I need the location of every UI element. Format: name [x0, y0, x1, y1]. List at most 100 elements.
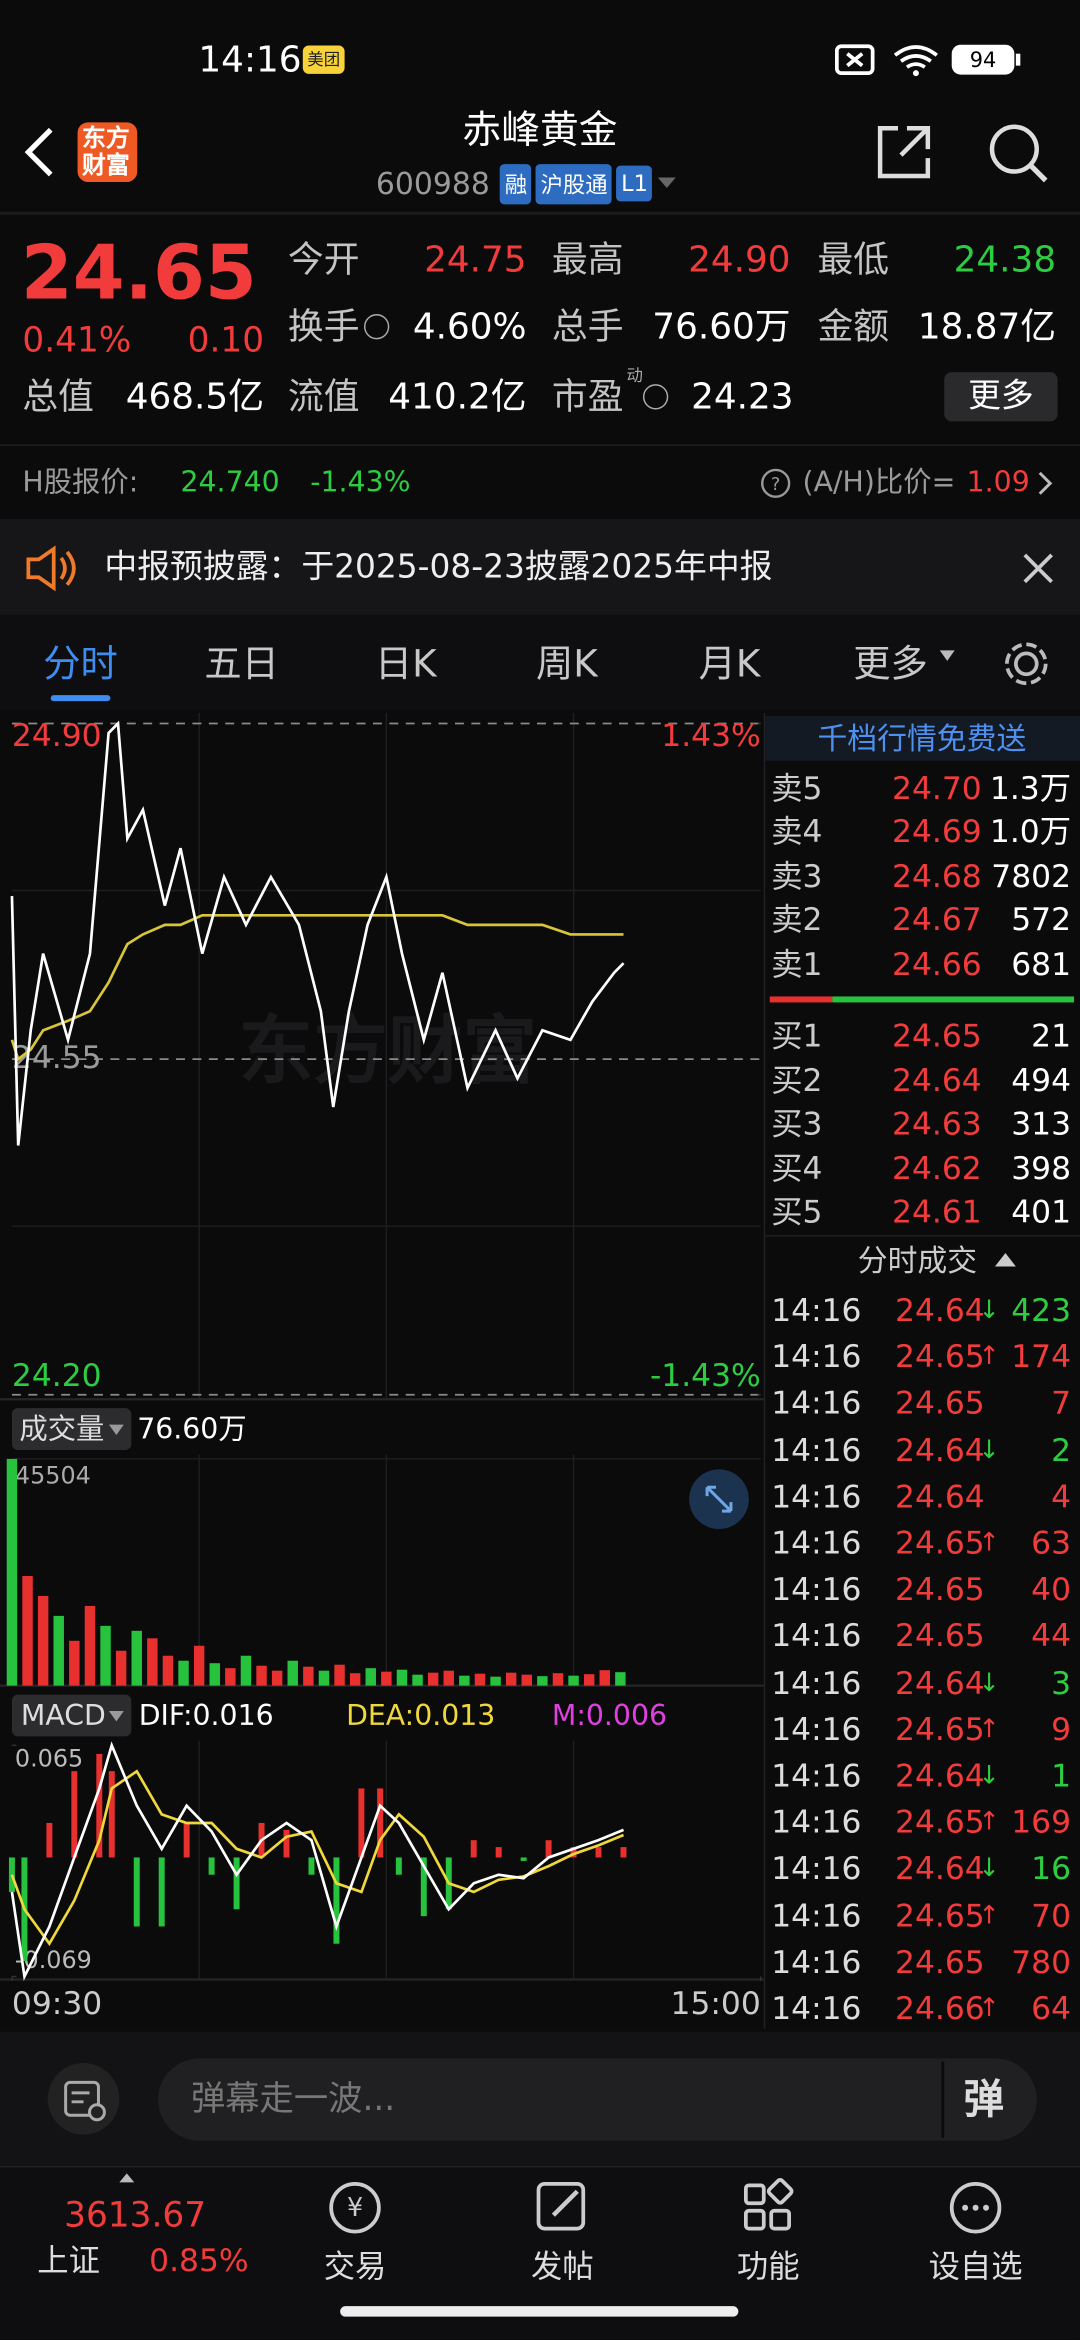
speaker-icon — [26, 545, 76, 592]
x-tick-label: 15:00 — [671, 1986, 761, 2022]
order-header[interactable]: 千档行情免费送 — [817, 720, 1027, 757]
share-button[interactable] — [874, 122, 934, 182]
help-icon[interactable]: ? — [759, 467, 795, 500]
order-price: 24.66 — [892, 946, 982, 983]
field-label: 换手 — [287, 305, 360, 348]
macd-bar — [570, 1847, 577, 1858]
order-price: 24.65 — [892, 1018, 982, 1054]
trade-price: 24.65 — [895, 1711, 985, 1748]
macd-bar — [96, 1753, 103, 1858]
nav-label[interactable]: 发帖 — [531, 2248, 594, 2285]
search-button[interactable] — [985, 119, 1054, 185]
macd-bar — [358, 1788, 365, 1858]
last-price: 24.65 — [20, 229, 257, 317]
trade-arrow: ↑ — [978, 1714, 1000, 1745]
tab-bar — [0, 614, 1080, 711]
comment-input[interactable] — [158, 2058, 1037, 2141]
macd-bar — [133, 1857, 140, 1927]
macd-bar — [595, 1847, 602, 1858]
comment-placeholder: 弹幕走一波... — [190, 2080, 396, 2119]
tab[interactable]: 分时 — [43, 642, 118, 686]
trade-icon — [329, 2181, 381, 2234]
trade-time: 14:16 — [771, 1385, 862, 1422]
volume-bar — [100, 1625, 111, 1686]
y-tick-label: 24.90 — [12, 718, 102, 754]
order-price: 24.67 — [892, 901, 982, 938]
tab[interactable]: 更多 — [853, 642, 928, 686]
more-button[interactable]: 更多 — [944, 372, 1058, 422]
h-share-change: -1.43% — [310, 466, 411, 499]
tab[interactable]: 月K — [698, 642, 761, 686]
settings-button[interactable] — [999, 637, 1053, 691]
order-label: 卖1 — [771, 946, 823, 983]
trade-arrow: ↓ — [978, 1435, 1000, 1465]
macd-bar — [470, 1840, 477, 1858]
back-button[interactable] — [18, 125, 63, 179]
volume-bar — [162, 1655, 174, 1686]
field-value: 24.75 — [424, 238, 527, 281]
ratio-bar-buy — [832, 996, 1075, 1003]
order-panel — [763, 713, 1080, 2029]
y-tick-label: 24.20 — [12, 1358, 102, 1394]
volume-total: 76.60万 — [137, 1413, 246, 1446]
trade-volume: 40 — [1031, 1571, 1072, 1608]
tab[interactable]: 五日 — [204, 642, 279, 686]
index-value[interactable]: 3613.67 — [64, 2196, 207, 2236]
field-value: 4.60% — [412, 305, 527, 348]
trades-header[interactable]: 分时成交 — [857, 1242, 978, 1279]
nav-label[interactable]: 交易 — [323, 2248, 387, 2285]
trade-volume: 64 — [1031, 1990, 1072, 2027]
y-tick-label: 45504 — [15, 1461, 91, 1489]
notice-text: 中报预披露：于2025-08-23披露2025年中报 — [104, 548, 773, 587]
ah-value: 1.09 — [966, 466, 1030, 499]
notice-close[interactable] — [1020, 550, 1056, 586]
wifi-icon — [893, 45, 938, 69]
order-label: 买2 — [771, 1062, 823, 1099]
nav-label[interactable]: 设自选 — [928, 2248, 1023, 2285]
trade-time: 14:16 — [771, 1292, 862, 1329]
trade-volume: 63 — [1031, 1525, 1072, 1562]
divider — [765, 1235, 1080, 1237]
trade-time: 14:16 — [771, 1571, 862, 1608]
trade-arrow: ↓ — [978, 1295, 1000, 1326]
nav-label[interactable]: 功能 — [736, 2248, 800, 2285]
trade-price: 24.64 — [895, 1292, 985, 1329]
trade-arrow: ↓ — [978, 1760, 1000, 1791]
trade-time: 14:16 — [771, 1851, 862, 1887]
func-icon — [743, 2183, 766, 2206]
trade-price: 24.64 — [895, 1664, 985, 1701]
trade-icon-glyph: ¥ — [347, 2192, 363, 2222]
volume-bar — [287, 1660, 298, 1686]
logo-text: 财富 — [82, 150, 130, 180]
macd-bar — [545, 1840, 552, 1858]
func-icon — [766, 2178, 794, 2205]
order-price: 24.68 — [892, 858, 982, 895]
field-value: 24.38 — [953, 238, 1057, 281]
order-volume: 1.3万 — [989, 770, 1072, 807]
trade-price: 24.65 — [895, 1525, 985, 1562]
stock-title: 赤峰黄金 — [462, 108, 618, 154]
chart-title: MACD — [21, 1699, 106, 1732]
func-icon — [743, 2208, 766, 2231]
order-volume: 681 — [1011, 946, 1072, 983]
order-volume: 494 — [1011, 1062, 1072, 1099]
volume-bar — [396, 1669, 408, 1686]
volume-bar — [84, 1605, 96, 1686]
danmaku-button[interactable]: 弹 — [963, 2077, 1004, 2124]
change-value: 0.10 — [187, 321, 265, 361]
trade-price: 24.65 — [895, 1385, 985, 1422]
y2-tick-label: -1.43% — [650, 1358, 761, 1394]
trade-volume: 70 — [1031, 1897, 1072, 1934]
trade-arrow: ↑ — [978, 1807, 1000, 1838]
comment-icon[interactable] — [45, 2062, 123, 2137]
y2-tick-label: 1.43% — [661, 718, 760, 754]
info-icon — [363, 314, 390, 340]
macd-bar — [46, 1822, 53, 1858]
x-tick-label: 09:30 — [12, 1986, 102, 2022]
macd-bar — [377, 1788, 384, 1858]
tab[interactable]: 周K — [535, 642, 598, 686]
macd-bar — [233, 1857, 240, 1910]
sim-cross — [846, 52, 864, 68]
tab[interactable]: 日K — [374, 642, 437, 686]
field-label: 市盈 — [551, 375, 624, 418]
